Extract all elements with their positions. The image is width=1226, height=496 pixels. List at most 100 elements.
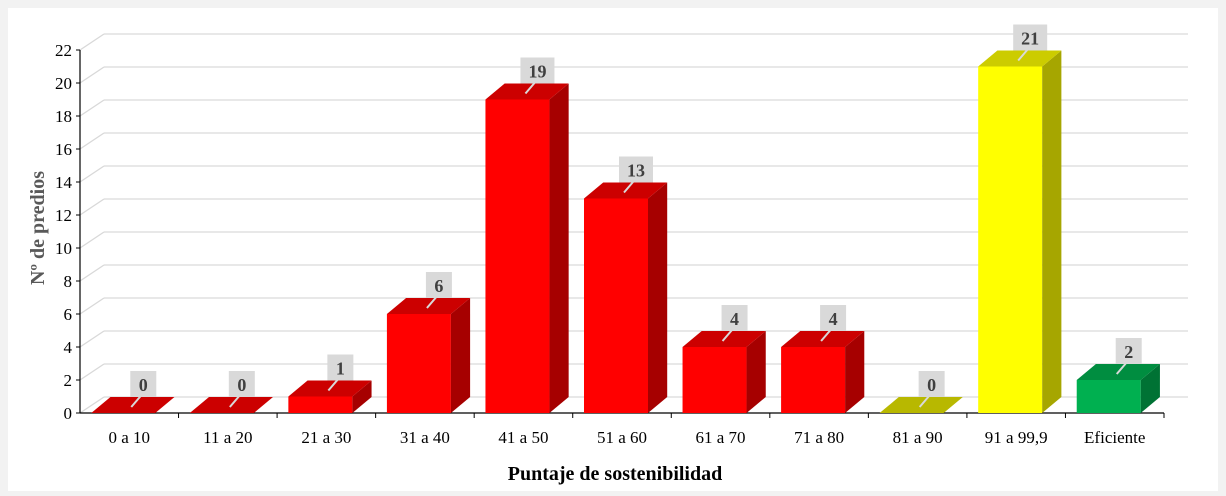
gridline-side [79,33,105,51]
x-tick-label: 91 a 99,9 [985,428,1048,447]
data-label-value: 0 [927,375,936,395]
data-label-box [520,57,555,84]
y-tick-label: 8 [64,272,73,291]
x-tick-label: 81 a 90 [893,428,943,447]
data-label-box [918,371,945,397]
data-label: 0 [228,371,255,408]
gridline-side [79,330,105,348]
bar [485,83,569,413]
data-label-value: 6 [434,276,443,296]
bar [1076,364,1160,413]
data-label: 13 [619,156,653,194]
bar [781,331,865,413]
data-label-value: 4 [730,309,739,329]
x-tick-label: Eficiente [1084,428,1145,447]
bar-front [682,347,747,413]
data-label-box [721,305,748,331]
x-tick-label: 51 a 60 [597,428,647,447]
data-label-value: 2 [1124,342,1133,362]
data-label-value: 19 [528,62,546,82]
bar-front [978,66,1043,413]
x-tick-label: 41 a 50 [498,428,548,447]
gridline-side [79,132,105,150]
gridline-side [79,264,105,282]
data-label: 2 [1115,338,1142,375]
y-tick-label: 14 [55,173,73,192]
data-label-box [425,272,452,298]
bar-front [288,396,353,413]
data-label: 0 [918,371,945,408]
y-tick-label: 22 [55,41,72,60]
bar-side [1140,364,1160,413]
data-label: 1 [327,354,354,392]
bar-side [746,331,766,413]
bar-front [485,99,550,413]
data-label-box [130,371,157,397]
x-tick-label: 21 a 30 [301,428,351,447]
bar-front [584,198,648,413]
bar-side [1042,50,1062,413]
bar [978,50,1062,413]
y-axis-title: Nº de predios [27,171,49,285]
data-label-box [820,305,847,331]
data-label-value: 21 [1021,29,1039,49]
y-tick-label: 18 [55,107,72,126]
x-tick-label: 71 a 80 [794,428,844,447]
data-label-box [327,354,354,381]
bar-side [845,331,865,413]
x-axis-labels: 0 a 10 11 a 20 21 a 30 31 a 40 41 a 50 51 a 6… [108,413,1165,447]
data-label-box [228,371,255,397]
data-label-value: 1 [336,359,345,379]
bar-side [450,298,471,413]
x-tick-label: 0 a 10 [108,428,150,447]
bar [386,298,471,413]
data-label: 19 [520,57,555,95]
bar-side [648,182,668,413]
bar-front [781,347,846,413]
bars [91,50,1160,413]
y-tick-label: 4 [64,338,73,357]
y-tick-label: 0 [64,404,73,423]
gridline-side [79,363,105,381]
y-tick-label: 16 [55,140,72,159]
data-label-box [1013,24,1048,51]
gridline-side [79,396,105,414]
bar [288,380,372,413]
y-tick-label: 20 [55,74,72,93]
y-tick-label: 10 [55,239,72,258]
chart-container: 0 2 4 6 8 10 12 14 16 18 20 22 0 a 10 11 a 20 21 a 30… [8,8,1218,491]
bar-front [386,314,451,413]
gridline-side [79,198,105,216]
data-label: 4 [721,305,748,342]
y-tick-label: 2 [64,371,73,390]
data-label-value: 0 [139,375,148,395]
y-tick-label: 6 [64,305,73,324]
gridline-side [79,165,105,183]
bar [584,182,668,413]
x-tick-label: 61 a 70 [696,428,746,447]
data-label-box [1115,338,1142,364]
data-label: 0 [130,371,157,408]
bar-side [549,83,569,413]
data-label: 6 [425,272,452,309]
gridline-side [79,66,105,84]
data-label: 21 [1013,24,1048,62]
data-label-value: 0 [237,375,246,395]
data-label-box [619,156,653,183]
bar [682,331,766,413]
x-tick-label: 11 a 20 [203,428,252,447]
gridline-side [79,297,105,315]
data-label: 4 [820,305,847,342]
bar-front [1076,380,1141,413]
gridline-side [79,99,105,117]
data-label-value: 13 [627,161,645,181]
bar-side [352,380,372,413]
x-tick-label: 31 a 40 [400,428,450,447]
x-axis-title: Puntaje de sostenibilidad [508,463,722,485]
gridline-side [79,231,105,249]
data-label-value: 4 [829,309,838,329]
y-tick-label: 12 [55,206,72,225]
y-axis-ticks: 0 2 4 6 8 10 12 14 16 18 20 22 [55,41,80,423]
